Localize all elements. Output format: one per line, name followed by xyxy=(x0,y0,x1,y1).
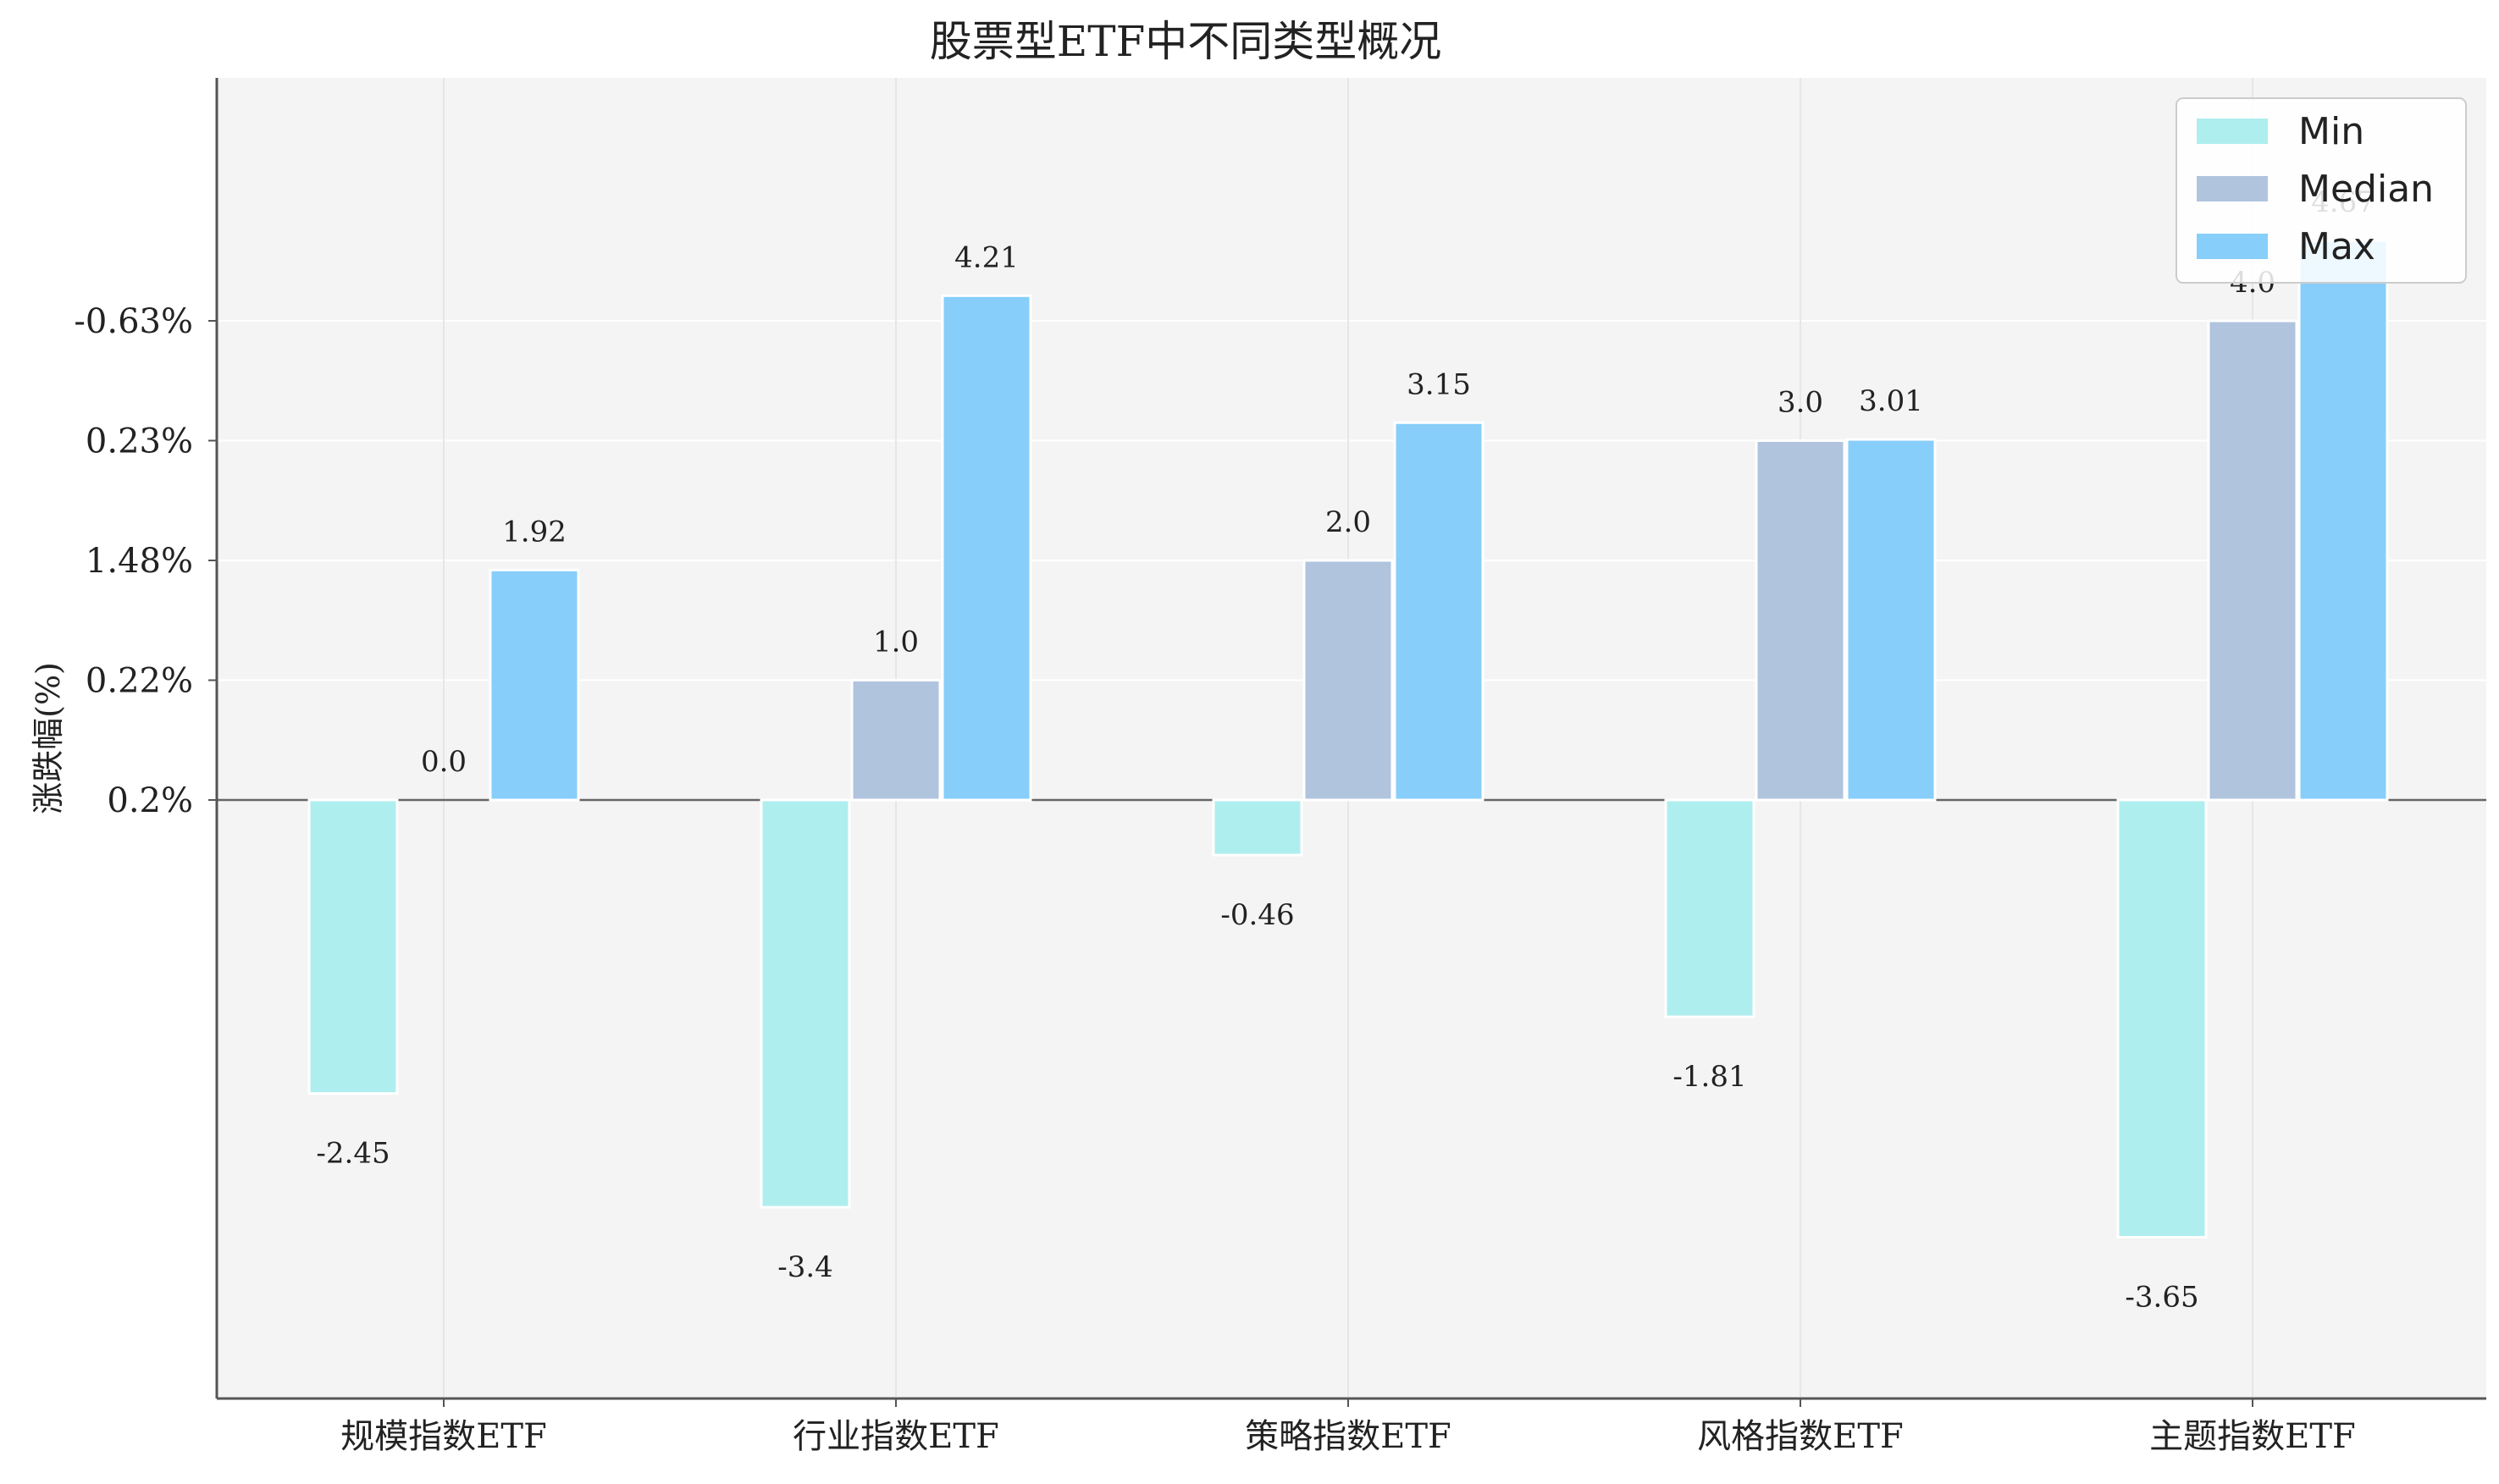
bar-median xyxy=(850,679,942,802)
data-label: 3.0 xyxy=(1777,386,1823,420)
data-label: 2.0 xyxy=(1325,505,1371,539)
bar-min xyxy=(1664,798,1755,1018)
bar-median xyxy=(2207,319,2298,802)
legend-label: Max xyxy=(2298,225,2375,268)
data-label: 4.21 xyxy=(954,240,1019,274)
x-tick-label: 行业指数ETF xyxy=(793,1417,999,1456)
y-tick-label: 0.22% xyxy=(86,662,193,701)
bar-min xyxy=(1212,798,1303,857)
x-tick-label: 风格指数ETF xyxy=(1697,1417,1904,1456)
bar-max xyxy=(489,568,580,802)
bar-min xyxy=(2116,798,2208,1239)
y-tick-label: 0.2% xyxy=(107,781,193,820)
x-tick-label: 主题指数ETF xyxy=(2149,1417,2356,1456)
data-label: -0.46 xyxy=(1220,898,1294,932)
y-tick-labels: 0.2% 0.22% 1.48% 0.23% -0.63% xyxy=(74,302,217,820)
data-label: -3.4 xyxy=(777,1250,833,1284)
x-tick-label: 策略指数ETF xyxy=(1245,1417,1451,1456)
bar-max xyxy=(1393,421,1484,802)
data-label: -1.81 xyxy=(1672,1060,1746,1094)
chart-title: 股票型ETF中不同类型概况 xyxy=(930,17,1442,66)
y-axis-label: 涨跌幅(%) xyxy=(30,662,67,814)
y-tick-label: -0.63% xyxy=(74,302,193,341)
legend: Min Median Max xyxy=(2176,97,2467,284)
data-label: 3.15 xyxy=(1407,367,1471,401)
bar-median xyxy=(1302,559,1394,802)
data-label: 3.01 xyxy=(1859,384,1923,418)
bar-min xyxy=(307,798,399,1095)
y-tick-label: 0.23% xyxy=(86,422,193,461)
bar-min xyxy=(760,798,851,1209)
bar-median xyxy=(1755,439,1846,802)
legend-swatch-median xyxy=(2197,176,2268,201)
data-label: 1.92 xyxy=(502,515,567,549)
bar-max xyxy=(941,294,1032,802)
legend-swatch-min xyxy=(2197,119,2268,144)
bars xyxy=(307,239,2389,1239)
bar-max xyxy=(1845,438,1937,802)
legend-label: Median xyxy=(2298,168,2434,211)
bar-max xyxy=(2297,239,2389,802)
data-label: -2.45 xyxy=(316,1137,390,1171)
data-label: 1.0 xyxy=(873,626,919,659)
legend-label: Min xyxy=(2298,110,2364,153)
x-tick-label: 规模指数ETF xyxy=(340,1417,547,1456)
legend-swatch-max xyxy=(2197,234,2268,259)
data-labels: -2.45 0.0 1.92 -3.4 1.0 4.21 -0.46 2.0 3.15 -1.81… xyxy=(316,185,2375,1314)
data-label: -3.65 xyxy=(2125,1280,2198,1314)
data-label: 0.0 xyxy=(421,745,467,779)
x-tick-labels: 规模指数ETF 行业指数ETF 策略指数ETF 风格指数ETF 主题指数ETF xyxy=(340,1398,2356,1456)
y-tick-label: 1.48% xyxy=(86,542,193,581)
